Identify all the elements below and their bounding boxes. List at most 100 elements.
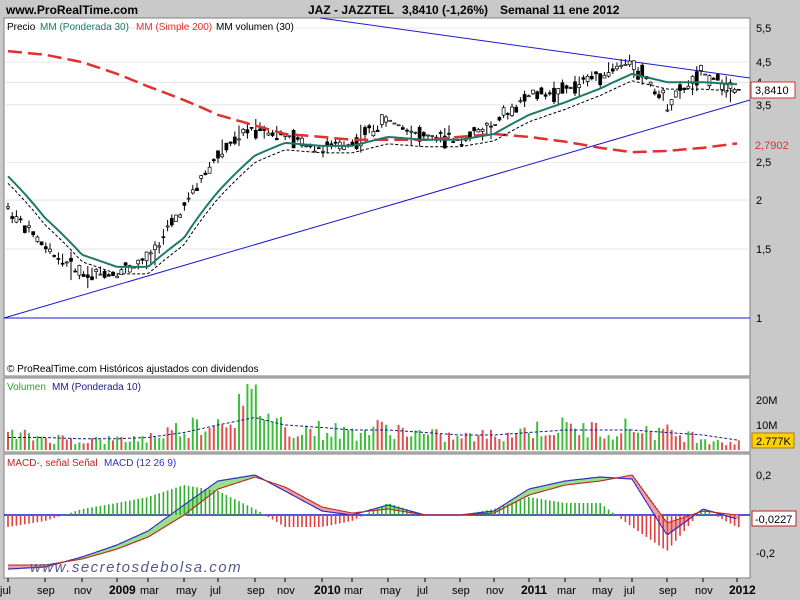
volume-bar bbox=[397, 424, 400, 450]
macd-histogram-bar bbox=[637, 515, 639, 532]
volume-bar bbox=[368, 435, 371, 450]
price-candle bbox=[720, 83, 724, 90]
macd-histogram-bar bbox=[360, 515, 362, 517]
price-candle bbox=[157, 245, 162, 248]
volume-bar bbox=[254, 384, 257, 450]
macd-fill-slice bbox=[560, 482, 562, 487]
volume-bar bbox=[322, 439, 324, 450]
legend-mm30: MM (Ponderada 30) bbox=[40, 22, 129, 33]
price-candle bbox=[526, 95, 531, 98]
price-candle bbox=[274, 138, 279, 141]
volume-bar bbox=[578, 435, 581, 450]
macd-histogram-bar bbox=[322, 515, 324, 527]
volume-bar bbox=[116, 436, 119, 450]
price-candle bbox=[232, 136, 237, 144]
macd-histogram-bar bbox=[494, 508, 496, 515]
macd-fill-slice bbox=[16, 565, 18, 570]
macd-fill-slice bbox=[232, 478, 234, 485]
macd-badge-text: -0,0227 bbox=[755, 514, 792, 526]
price-candle bbox=[661, 89, 666, 94]
volume-bar bbox=[19, 432, 22, 450]
volume-bar bbox=[527, 433, 530, 450]
volume-bar bbox=[7, 432, 9, 450]
macd-fill-slice bbox=[96, 552, 98, 556]
volume-bar bbox=[141, 436, 144, 450]
price-candle bbox=[43, 246, 48, 250]
macd-fill-slice bbox=[652, 502, 654, 512]
volume-bar bbox=[401, 427, 404, 450]
price-candle bbox=[442, 135, 447, 149]
macd-histogram-bar bbox=[670, 515, 673, 546]
price-candle bbox=[190, 189, 195, 194]
macd-histogram-bar bbox=[276, 515, 278, 523]
volume-bar bbox=[191, 417, 194, 450]
volume-bar bbox=[267, 413, 270, 450]
macd-fill-slice bbox=[602, 477, 604, 482]
macd-histogram-bar bbox=[700, 511, 702, 515]
macd-histogram-bar bbox=[292, 515, 295, 527]
price-candle bbox=[510, 106, 514, 116]
macd-histogram-bar bbox=[78, 509, 81, 515]
volume-bar bbox=[733, 444, 736, 450]
macd-histogram-bar bbox=[213, 490, 215, 515]
triangle-resistance bbox=[319, 17, 751, 79]
volume-bar bbox=[695, 443, 698, 450]
macd-fill-slice bbox=[672, 521, 674, 532]
macd-fill-slice bbox=[646, 494, 648, 502]
macd-histogram-bar bbox=[725, 515, 727, 522]
macd-histogram-bar bbox=[368, 512, 370, 515]
volume-bar bbox=[422, 433, 425, 450]
macd-fill-slice bbox=[170, 515, 172, 525]
price-bars bbox=[6, 54, 741, 289]
macd-fill-slice bbox=[38, 565, 40, 568]
volume-bar bbox=[603, 438, 606, 450]
macd-fill-slice bbox=[640, 485, 642, 493]
volume-bar bbox=[410, 436, 413, 450]
macd-histogram-bar bbox=[507, 504, 509, 515]
macd-fill-slice bbox=[514, 498, 516, 504]
volume-bar bbox=[448, 432, 450, 450]
macd-histogram-bar bbox=[351, 515, 354, 521]
site-title[interactable]: www.ProRealTime.com bbox=[5, 3, 138, 17]
macd-fill-slice bbox=[26, 565, 28, 569]
macd-histogram-bar bbox=[166, 490, 169, 515]
macd-fill-slice bbox=[316, 503, 318, 509]
macd-fill-slice bbox=[182, 506, 184, 517]
macd-histogram-bar bbox=[612, 512, 614, 515]
macd-fill-slice bbox=[676, 520, 678, 529]
macd-fill-slice bbox=[120, 543, 122, 549]
mm200-line bbox=[7, 49, 738, 154]
volume-bar bbox=[103, 443, 106, 450]
price-candle bbox=[547, 92, 552, 95]
macd-fill-slice bbox=[378, 507, 380, 511]
price-candle bbox=[295, 137, 300, 140]
macd-histogram-bar bbox=[74, 511, 76, 515]
price-candle bbox=[153, 244, 157, 250]
volume-bar bbox=[532, 438, 534, 450]
price-candle bbox=[623, 63, 628, 66]
macd-fill-slice bbox=[128, 540, 130, 546]
mm30-line bbox=[7, 72, 738, 268]
macd-fill-slice bbox=[654, 505, 656, 515]
macd-fill-slice bbox=[534, 487, 536, 495]
price-candle bbox=[148, 252, 153, 255]
macd-histogram-bar bbox=[595, 503, 597, 515]
x-axis-label: 2010 bbox=[314, 583, 341, 597]
macd-histogram-bar bbox=[225, 495, 228, 515]
price-y-axis: 5,54,543,52,521,51 bbox=[756, 23, 771, 325]
macd-histogram-bar bbox=[124, 501, 127, 515]
price-candle bbox=[144, 251, 149, 262]
price-candle bbox=[81, 274, 86, 277]
price-candle bbox=[669, 99, 674, 106]
macd-fill-slice bbox=[408, 510, 410, 513]
volume-bar bbox=[683, 441, 686, 450]
price-candle bbox=[342, 146, 346, 150]
macd-fill-slice bbox=[108, 548, 110, 553]
macd-fill-slice bbox=[524, 492, 526, 499]
macd-fill-slice bbox=[296, 492, 298, 498]
macd-fill-slice bbox=[346, 511, 348, 515]
price-y-tick: 4,5 bbox=[756, 57, 771, 69]
volume-bar bbox=[582, 423, 585, 450]
price-candle bbox=[535, 91, 540, 99]
macd-fill-slice bbox=[216, 482, 218, 492]
